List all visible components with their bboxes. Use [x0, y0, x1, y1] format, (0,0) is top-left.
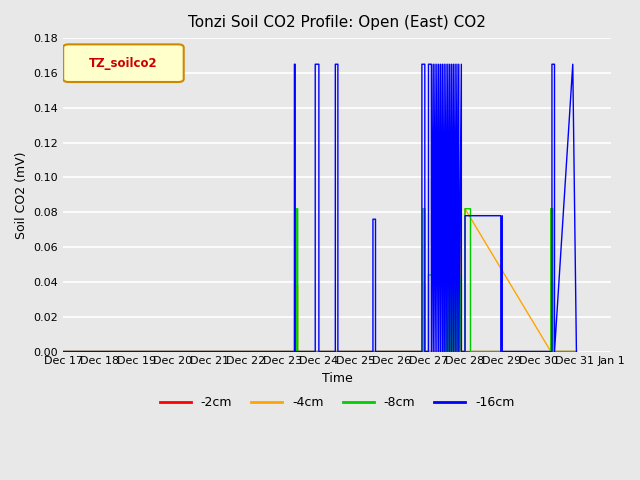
X-axis label: Time: Time [322, 372, 353, 385]
Legend: -2cm, -4cm, -8cm, -16cm: -2cm, -4cm, -8cm, -16cm [154, 391, 520, 414]
Text: TZ_soilco2: TZ_soilco2 [89, 57, 157, 70]
FancyBboxPatch shape [63, 44, 184, 82]
Y-axis label: Soil CO2 (mV): Soil CO2 (mV) [15, 151, 28, 239]
Title: Tonzi Soil CO2 Profile: Open (East) CO2: Tonzi Soil CO2 Profile: Open (East) CO2 [188, 15, 486, 30]
